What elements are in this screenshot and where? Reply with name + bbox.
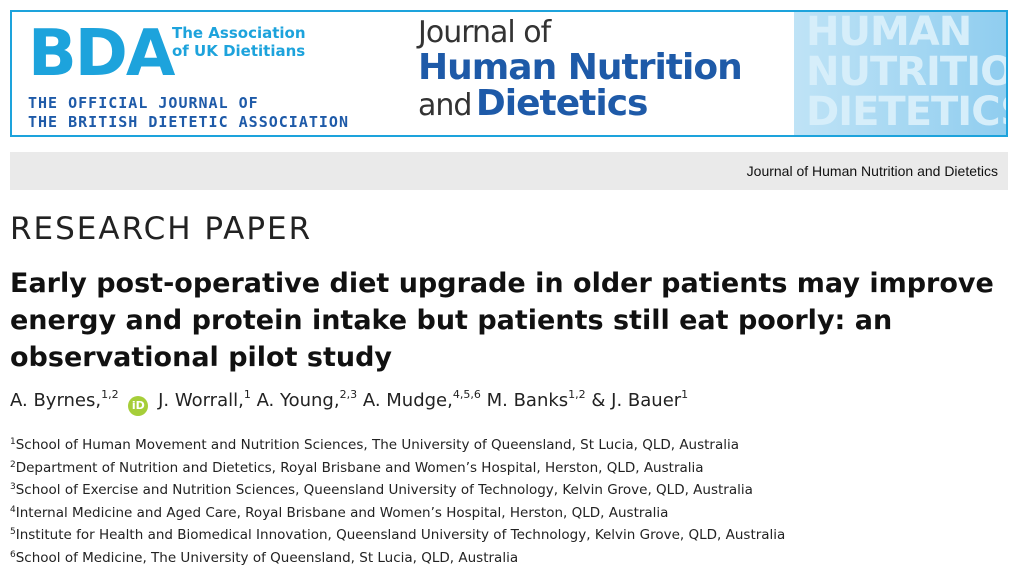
affiliation-item: 5Institute for Health and Biomedical Inn… [10, 521, 785, 544]
decorative-word: NUTRITION [806, 49, 1006, 95]
journal-title-dietetics: Dietetics [475, 83, 649, 124]
journal-name: Journal of Human Nutrition and Dietetics [746, 163, 998, 179]
affiliation-number: 4 [10, 504, 16, 515]
article-type: RESEARCH PAPER [10, 211, 313, 247]
affiliation-number: 5 [10, 527, 16, 537]
affiliation-text: Internal Medicine and Aged Care, Royal B… [15, 504, 669, 521]
affiliation-item: 3School of Exercise and Nutrition Scienc… [10, 476, 785, 499]
journal-name-bar: Journal of Human Nutrition and Dietetics [10, 152, 1008, 190]
affiliation-number: 6 [10, 549, 16, 560]
author-affiliation-marker: 2,3 [339, 388, 358, 401]
affiliation-text: School of Exercise and Nutrition Science… [15, 482, 753, 498]
affiliation-number: 2 [10, 459, 16, 470]
author-name: A. Mudge, [362, 390, 453, 411]
affiliation-item: 1School of Human Movement and Nutrition … [10, 431, 785, 454]
affiliation-item: 6School of Medicine, The University of Q… [10, 544, 785, 567]
journal-title-line: Journal of [418, 15, 551, 50]
affiliation-text: Institute for Health and Biomedical Inno… [15, 527, 786, 543]
decorative-word: HUMAN [806, 12, 972, 55]
journal-title-logo: Journal of Human Nutrition and Dietetics [418, 15, 743, 122]
author-name: A. Young, [256, 390, 340, 411]
author-name: & J. Bauer [591, 390, 682, 411]
affiliation-item: 4Internal Medicine and Aged Care, Royal … [10, 499, 785, 522]
author-name: J. Worrall, [158, 390, 244, 411]
association-line: The Association [172, 24, 306, 42]
bda-logo: BDA [28, 17, 175, 91]
orcid-icon[interactable]: iD [128, 396, 149, 416]
decorative-cover-art: HUMAN NUTRITION DIETETICS [794, 12, 1008, 135]
author-affiliation-marker: 1,2 [568, 388, 586, 401]
author-name: M. Banks [486, 390, 569, 411]
paper-title: Early post-operative diet upgrade in old… [10, 268, 994, 373]
author-list: A. Byrnes,1,2 iD J. Worrall,1 A. Young,2… [10, 388, 688, 416]
journal-title-and: and [418, 88, 472, 123]
author-name: A. Byrnes, [10, 390, 102, 411]
journal-title-line: and Dietetics [418, 86, 742, 122]
journal-title-line: Human Nutrition [418, 47, 743, 88]
association-line: of UK Dietitians [172, 42, 306, 60]
author-affiliation-marker: 1 [681, 388, 689, 401]
author-affiliation-marker: 1 [243, 388, 251, 401]
journal-banner: BDA The Association of UK Dietitians THE… [10, 10, 1008, 137]
decorative-word: DIETETICS [806, 89, 1008, 135]
affiliation-list: 1School of Human Movement and Nutrition … [10, 431, 785, 566]
author-affiliation-marker: 1,2 [101, 388, 119, 401]
affiliation-number: 3 [10, 482, 16, 492]
association-name: The Association of UK Dietitians [172, 24, 306, 60]
affiliation-text: School of Medicine, The University of Qu… [15, 549, 519, 566]
affiliation-text: School of Human Movement and Nutrition S… [15, 437, 740, 453]
affiliation-item: 2Department of Nutrition and Dietetics, … [10, 454, 785, 477]
official-journal-line: THE BRITISH DIETETIC ASSOCIATION [28, 113, 349, 131]
official-journal-line: THE OFFICIAL JOURNAL OF [28, 94, 259, 112]
affiliation-number: 1 [10, 437, 16, 447]
author-affiliation-marker: 4,5,6 [452, 388, 481, 401]
affiliation-text: Department of Nutrition and Dietetics, R… [15, 459, 704, 476]
official-journal-text: THE OFFICIAL JOURNAL OF THE BRITISH DIET… [28, 94, 349, 132]
